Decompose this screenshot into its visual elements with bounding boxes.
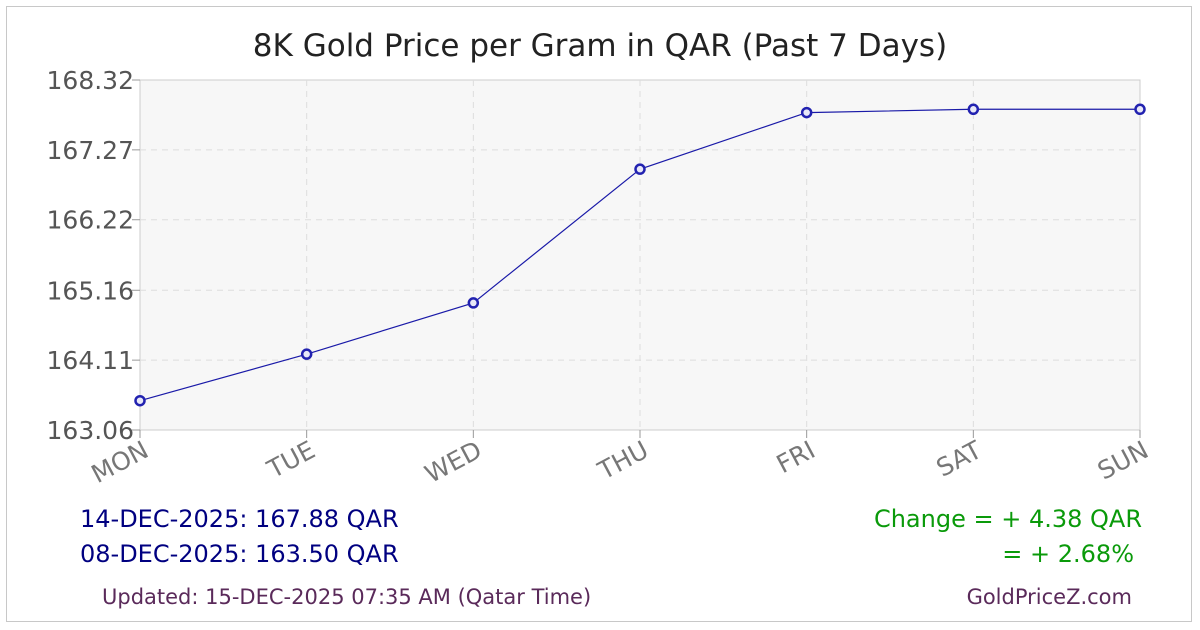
data-point: [634, 163, 646, 175]
y-tick-label: 168.32: [47, 66, 134, 95]
data-point: [467, 297, 480, 309]
chart-title: 8K Gold Price per Gram in QAR (Past 7 Da…: [252, 28, 948, 64]
y-tick-label: 167.27: [47, 136, 134, 165]
data-point: [300, 348, 313, 360]
data-point: [800, 106, 813, 119]
data-point: [134, 394, 146, 407]
y-tick-label: 165.16: [47, 276, 134, 305]
y-tick-label: 163.06: [47, 416, 134, 445]
x-tick-label: TUE: [262, 435, 320, 484]
data-point: [1134, 103, 1146, 116]
latest-price: 14-DEC-2025: 167.88 QAR: [80, 505, 399, 533]
y-tick-label: 166.22: [47, 206, 134, 235]
x-tick-label: SUN: [1093, 435, 1153, 485]
y-tick-label: 164.11: [47, 346, 134, 375]
earliest-price: 08-DEC-2025: 163.50 QAR: [80, 540, 399, 568]
updated-timestamp: Updated: 15-DEC-2025 07:35 AM (Qatar Tim…: [102, 585, 592, 609]
x-tick-label: FRI: [772, 435, 820, 479]
x-tick-label: THU: [592, 435, 653, 486]
data-point: [967, 103, 980, 116]
change-absolute: Change = + 4.38 QAR: [873, 505, 1142, 533]
brand-link[interactable]: GoldPriceZ.com: [966, 585, 1132, 609]
x-tick-label: SAT: [932, 435, 988, 483]
change-percent: = + 2.68%: [1002, 540, 1134, 568]
x-tick-label: WED: [420, 435, 486, 489]
